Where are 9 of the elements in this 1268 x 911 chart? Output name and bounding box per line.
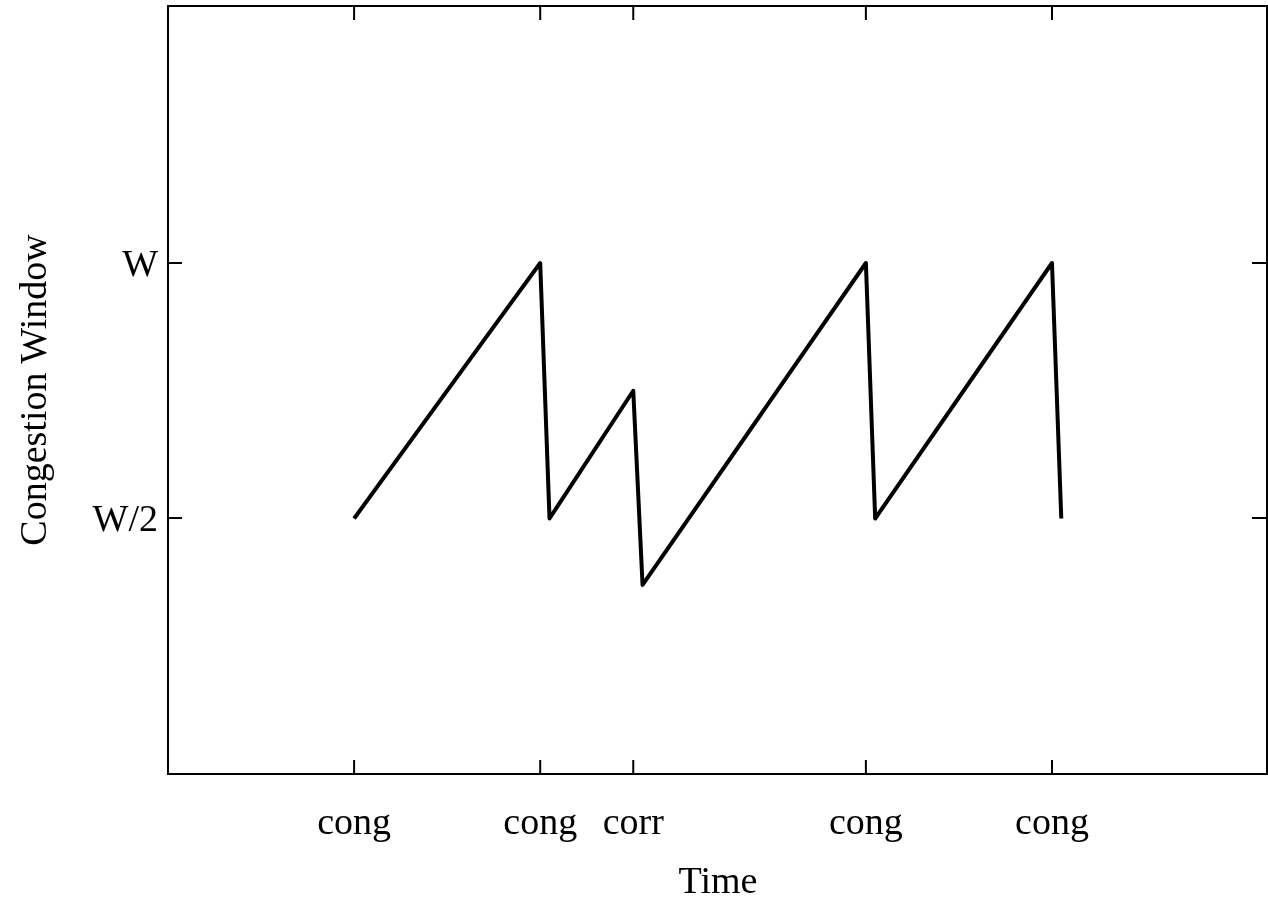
text: W bbox=[122, 242, 159, 285]
x-tick-label: corr bbox=[602, 800, 665, 842]
x-tick-label: cong bbox=[317, 800, 392, 842]
x-tick-label: cong bbox=[503, 800, 578, 842]
x-tick-label: cong bbox=[1015, 800, 1089, 842]
x-axis-title: Time bbox=[678, 859, 758, 901]
y-axis-title: Congestion Window bbox=[12, 233, 54, 546]
text: W/2 bbox=[92, 497, 158, 540]
x-tick-label: cong bbox=[828, 800, 903, 842]
